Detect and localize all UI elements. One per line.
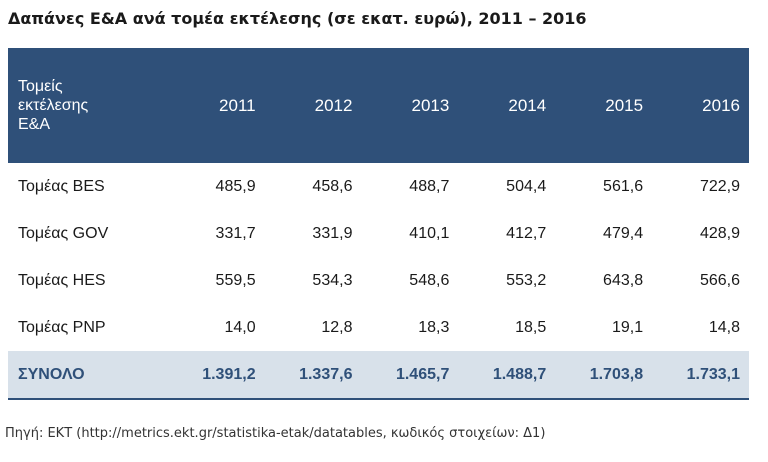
table-header-row: Τομείς εκτέλεσης Ε&Α 2011 2012 2013 2014… [8, 48, 749, 163]
header-label-line: Τομείς [18, 78, 63, 95]
cell-value: 428,9 [699, 224, 740, 242]
cell-value: 488,7 [409, 177, 450, 195]
row-label: Τομέας PNP [18, 318, 106, 336]
cell-value: 548,6 [409, 271, 450, 289]
header-label-line: εκτέλεσης [18, 97, 89, 114]
cell-value: 643,8 [603, 271, 644, 289]
year-header: 2012 [314, 95, 353, 115]
header-label-line: Ε&Α [18, 116, 51, 133]
cell-value: 18,3 [418, 318, 450, 336]
cell-value: 479,4 [603, 224, 644, 242]
cell-value: 331,7 [215, 224, 256, 242]
total-value: 1.733,1 [686, 365, 740, 383]
total-label: ΣΥΝΟΛΟ [18, 365, 85, 383]
cell-value: 722,9 [699, 177, 740, 195]
table-row: Τομέας HES 559,5 534,3 548,6 553,2 643,8… [8, 257, 749, 304]
cell-value: 458,6 [312, 177, 353, 195]
year-header: 2016 [702, 95, 740, 115]
table-row: Τομέας GOV 331,7 331,9 410,1 412,7 479,4… [8, 210, 749, 257]
cell-value: 561,6 [603, 177, 644, 195]
total-value: 1.703,8 [589, 365, 644, 383]
cell-value: 412,7 [506, 224, 547, 242]
table-row: Τομέας PNP 14,0 12,8 18,3 18,5 19,1 14,8 [8, 304, 749, 351]
total-value: 1.465,7 [395, 365, 450, 383]
cell-value: 14,0 [224, 318, 256, 336]
cell-value: 19,1 [611, 318, 644, 336]
year-header: 2011 [219, 95, 256, 115]
table-row: Τομέας BES 485,9 458,6 488,7 504,4 561,6… [8, 163, 749, 210]
cell-value: 14,8 [708, 318, 740, 336]
cell-value: 18,5 [515, 318, 547, 336]
cell-value: 504,4 [506, 177, 547, 195]
year-header: 2015 [605, 95, 644, 115]
cell-value: 331,9 [312, 224, 353, 242]
total-value: 1.488,7 [492, 365, 547, 383]
row-label: Τομέας GOV [18, 224, 109, 242]
table-title: Δαπάνες Ε&Α ανά τομέα εκτέλεσης (σε εκατ… [8, 9, 587, 28]
total-value: 1.337,6 [299, 365, 353, 383]
year-header: 2013 [411, 95, 450, 115]
cell-value: 553,2 [506, 271, 547, 289]
expenditure-table: Τομείς εκτέλεσης Ε&Α 2011 2012 2013 2014… [8, 48, 749, 400]
header-label-cell: Τομείς εκτέλεσης Ε&Α [8, 48, 168, 163]
cell-value: 485,9 [215, 177, 256, 195]
cell-value: 559,5 [215, 271, 256, 289]
cell-value: 12,8 [321, 318, 353, 336]
cell-value: 534,3 [312, 271, 353, 289]
cell-value: 566,6 [699, 271, 740, 289]
cell-value: 410,1 [409, 224, 450, 242]
row-label: Τομέας BES [18, 177, 105, 195]
row-label: Τομέας HES [18, 271, 106, 289]
total-value: 1.391,2 [202, 365, 256, 383]
year-header: 2014 [508, 95, 547, 115]
total-row: ΣΥΝΟΛΟ 1.391,2 1.337,6 1.465,7 1.488,7 1… [8, 351, 749, 399]
source-note: Πηγή: ΕΚΤ (http://metrics.ekt.gr/statist… [5, 426, 546, 441]
